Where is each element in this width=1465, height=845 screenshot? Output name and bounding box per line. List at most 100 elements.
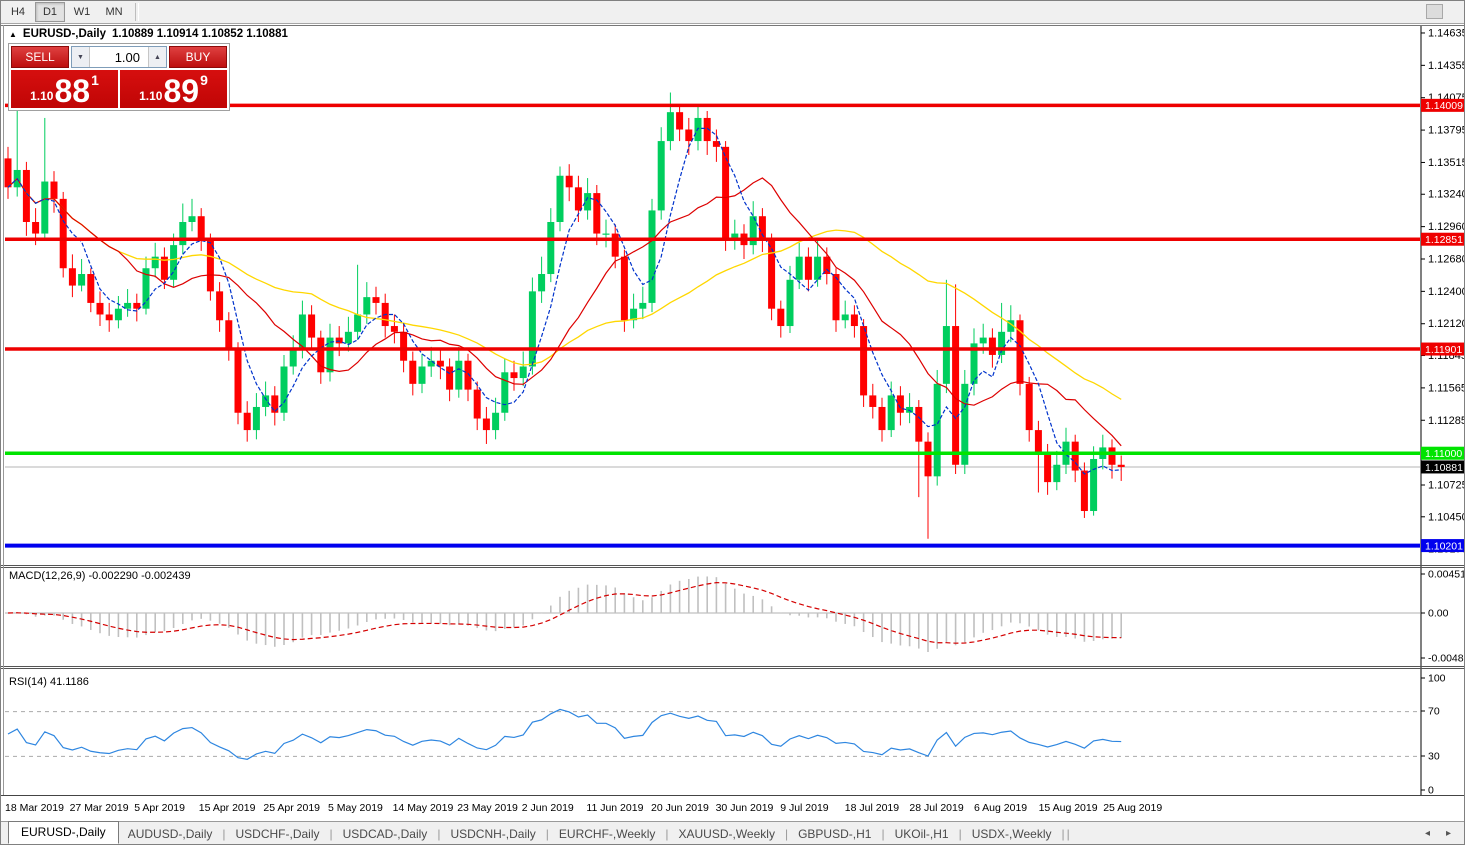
chart-canvas[interactable]: 1.146351.143551.140751.137951.135151.132… [0, 25, 1465, 820]
volume-decrease-icon[interactable]: ▼ [72, 47, 90, 67]
date-axis: 18 Mar 2019 27 Mar 2019 5 Apr 2019 15 Apr 2… [5, 802, 1162, 814]
volume-input[interactable]: 1.00 [114, 49, 140, 65]
svg-text:0: 0 [1428, 785, 1434, 797]
svg-text:-0.004806: -0.004806 [1428, 653, 1465, 665]
svg-text:5 Apr 2019: 5 Apr 2019 [134, 802, 185, 814]
chart-tab-eurchf[interactable]: EURCHF-,Weekly [558, 826, 656, 841]
chart-tab-usdcad[interactable]: USDCAD-,Daily [342, 826, 428, 841]
svg-text:1.13795: 1.13795 [1428, 125, 1465, 137]
pane-separators[interactable] [0, 25, 1465, 796]
tab-separator: | [958, 826, 962, 841]
svg-text:5 May 2019: 5 May 2019 [328, 802, 383, 814]
svg-text:1.14355: 1.14355 [1428, 60, 1465, 72]
svg-text:0.00: 0.00 [1428, 608, 1449, 620]
chart-tab-bar: EURUSD-,Daily AUDUSD-,Daily | USDCHF-,Daily… [0, 821, 1465, 845]
svg-text:20 Jun 2019: 20 Jun 2019 [651, 802, 709, 814]
svg-text:9 Jul 2019: 9 Jul 2019 [780, 802, 829, 814]
one-click-trade-widget: SELL ▼ 1.00 ▲ BUY 1.10 88 1 1.10 89 9 [8, 43, 230, 111]
svg-text:100: 100 [1428, 673, 1446, 685]
svg-text:1.14009: 1.14009 [1425, 100, 1463, 112]
svg-text:1.13240: 1.13240 [1428, 189, 1465, 201]
chart-tab-gbpusd[interactable]: GBPUSD-,H1 [798, 826, 872, 841]
tab-scroll-right-icon[interactable]: ▸ [1445, 828, 1451, 839]
svg-text:15 Apr 2019: 15 Apr 2019 [199, 802, 256, 814]
tab-separator: | [1061, 826, 1065, 841]
bid-prefix: 1.10 [30, 89, 54, 103]
svg-text:1.11000: 1.11000 [1425, 448, 1462, 460]
svg-text:1.12120: 1.12120 [1428, 318, 1465, 330]
svg-text:11 Jun 2019: 11 Jun 2019 [586, 802, 643, 814]
ask-pipette: 9 [200, 72, 208, 88]
tab-separator: | [545, 826, 549, 841]
chart-tab-eurusd[interactable]: EURUSD-,Daily [8, 821, 119, 844]
rsi-pane: 100 70 30 0 [5, 673, 1446, 797]
svg-text:1.13515: 1.13515 [1428, 157, 1465, 169]
svg-text:6 Aug 2019: 6 Aug 2019 [974, 802, 1027, 814]
svg-text:1.10450: 1.10450 [1428, 511, 1465, 523]
bid-big-digits: 88 [54, 73, 91, 109]
svg-text:18 Jul 2019: 18 Jul 2019 [845, 802, 899, 814]
candlestick-series [4, 92, 1125, 539]
svg-text:30 Jun 2019: 30 Jun 2019 [716, 802, 774, 814]
chart-tab-ukoil[interactable]: UKOil-,H1 [894, 826, 949, 841]
price-axis: 1.146351.143551.140751.137951.135151.132… [1420, 25, 1465, 795]
volume-increase-icon[interactable]: ▲ [148, 47, 166, 67]
svg-text:14 May 2019: 14 May 2019 [393, 802, 454, 814]
tab-separator: | [1066, 826, 1070, 841]
timeframe-mn-button[interactable]: MN [105, 5, 123, 18]
svg-text:1.12400: 1.12400 [1428, 286, 1465, 298]
chart-symbol-label: EURUSD-,Daily [22, 28, 106, 40]
horizontal-levels[interactable] [5, 103, 1420, 548]
svg-text:15 Aug 2019: 15 Aug 2019 [1039, 802, 1098, 814]
svg-text:70: 70 [1428, 706, 1440, 718]
svg-text:28 Jul 2019: 28 Jul 2019 [909, 802, 963, 814]
sell-button[interactable]: SELL [11, 46, 69, 68]
chart-tab-usdx[interactable]: USDX-,Weekly [971, 826, 1052, 841]
timeframe-d1-button[interactable]: D1 [35, 1, 65, 22]
bid-quote-panel[interactable]: 1.10 88 1 [11, 70, 118, 108]
svg-text:0.004517: 0.004517 [1428, 569, 1465, 581]
svg-text:30: 30 [1428, 751, 1440, 763]
svg-text:1.11901: 1.11901 [1425, 344, 1462, 356]
ask-prefix: 1.10 [139, 89, 163, 103]
ask-big-digits: 89 [163, 73, 200, 109]
svg-text:25 Apr 2019: 25 Apr 2019 [263, 802, 320, 814]
chart-tab-audusd[interactable]: AUDUSD-,Daily [127, 826, 213, 841]
tab-items: EURUSD-,Daily AUDUSD-,Daily | USDCHF-,Daily… [0, 821, 1071, 844]
chart-ohlc-quotes: 1.10889 1.10914 1.10852 1.10881 [112, 28, 288, 40]
toolbar-grip[interactable] [1426, 4, 1443, 19]
buy-button[interactable]: BUY [169, 46, 227, 68]
timeframe-h4-button[interactable]: H4 [10, 5, 26, 18]
tab-separator: | [329, 826, 333, 841]
tab-scroll-left-icon[interactable]: ◂ [1424, 828, 1430, 839]
tab-separator: | [437, 826, 441, 841]
svg-text:27 Mar 2019: 27 Mar 2019 [70, 802, 129, 814]
svg-text:1.10201: 1.10201 [1425, 540, 1463, 552]
toolbar-divider [135, 2, 139, 21]
svg-text:2 Jun 2019: 2 Jun 2019 [522, 802, 574, 814]
svg-text:1.14635: 1.14635 [1428, 27, 1465, 39]
macd-indicator-label: MACD(12,26,9) -0.002290 -0.002439 [9, 570, 191, 582]
tab-separator: | [222, 826, 226, 841]
svg-text:1.11565: 1.11565 [1428, 382, 1465, 394]
timeframe-w1-button[interactable]: W1 [73, 5, 91, 18]
chart-tab-usdchf[interactable]: USDCHF-,Daily [235, 826, 320, 841]
timeframe-toolbar: H4 D1 W1 MN [0, 0, 1465, 24]
svg-text:1.12960: 1.12960 [1428, 221, 1465, 233]
svg-text:18 Mar 2019: 18 Mar 2019 [5, 802, 64, 814]
moving-averages [7, 127, 1122, 475]
bid-pipette: 1 [91, 72, 99, 88]
svg-text:1.11285: 1.11285 [1428, 415, 1465, 427]
tab-nav: ◂ ▸ [1425, 828, 1465, 839]
volume-stepper: ▼ 1.00 ▲ [71, 46, 167, 68]
chart-title: ▲ EURUSD-,Daily 1.10889 1.10914 1.10852 … [9, 28, 288, 40]
collapse-triangle-icon[interactable]: ▲ [9, 29, 17, 39]
timeframe-buttons: H4 D1 W1 MN [3, 1, 131, 22]
chart-tab-xauusd[interactable]: XAUUSD-,Weekly [678, 826, 775, 841]
ask-quote-panel[interactable]: 1.10 89 9 [120, 70, 227, 108]
macd-pane: 0.004517 0.00 -0.004806 [5, 569, 1465, 665]
tab-separator: | [784, 826, 789, 841]
chart-tab-usdcnh[interactable]: USDCNH-,Daily [450, 826, 536, 841]
svg-text:1.12851: 1.12851 [1425, 234, 1463, 246]
rsi-indicator-label: RSI(14) 41.1186 [9, 676, 89, 688]
